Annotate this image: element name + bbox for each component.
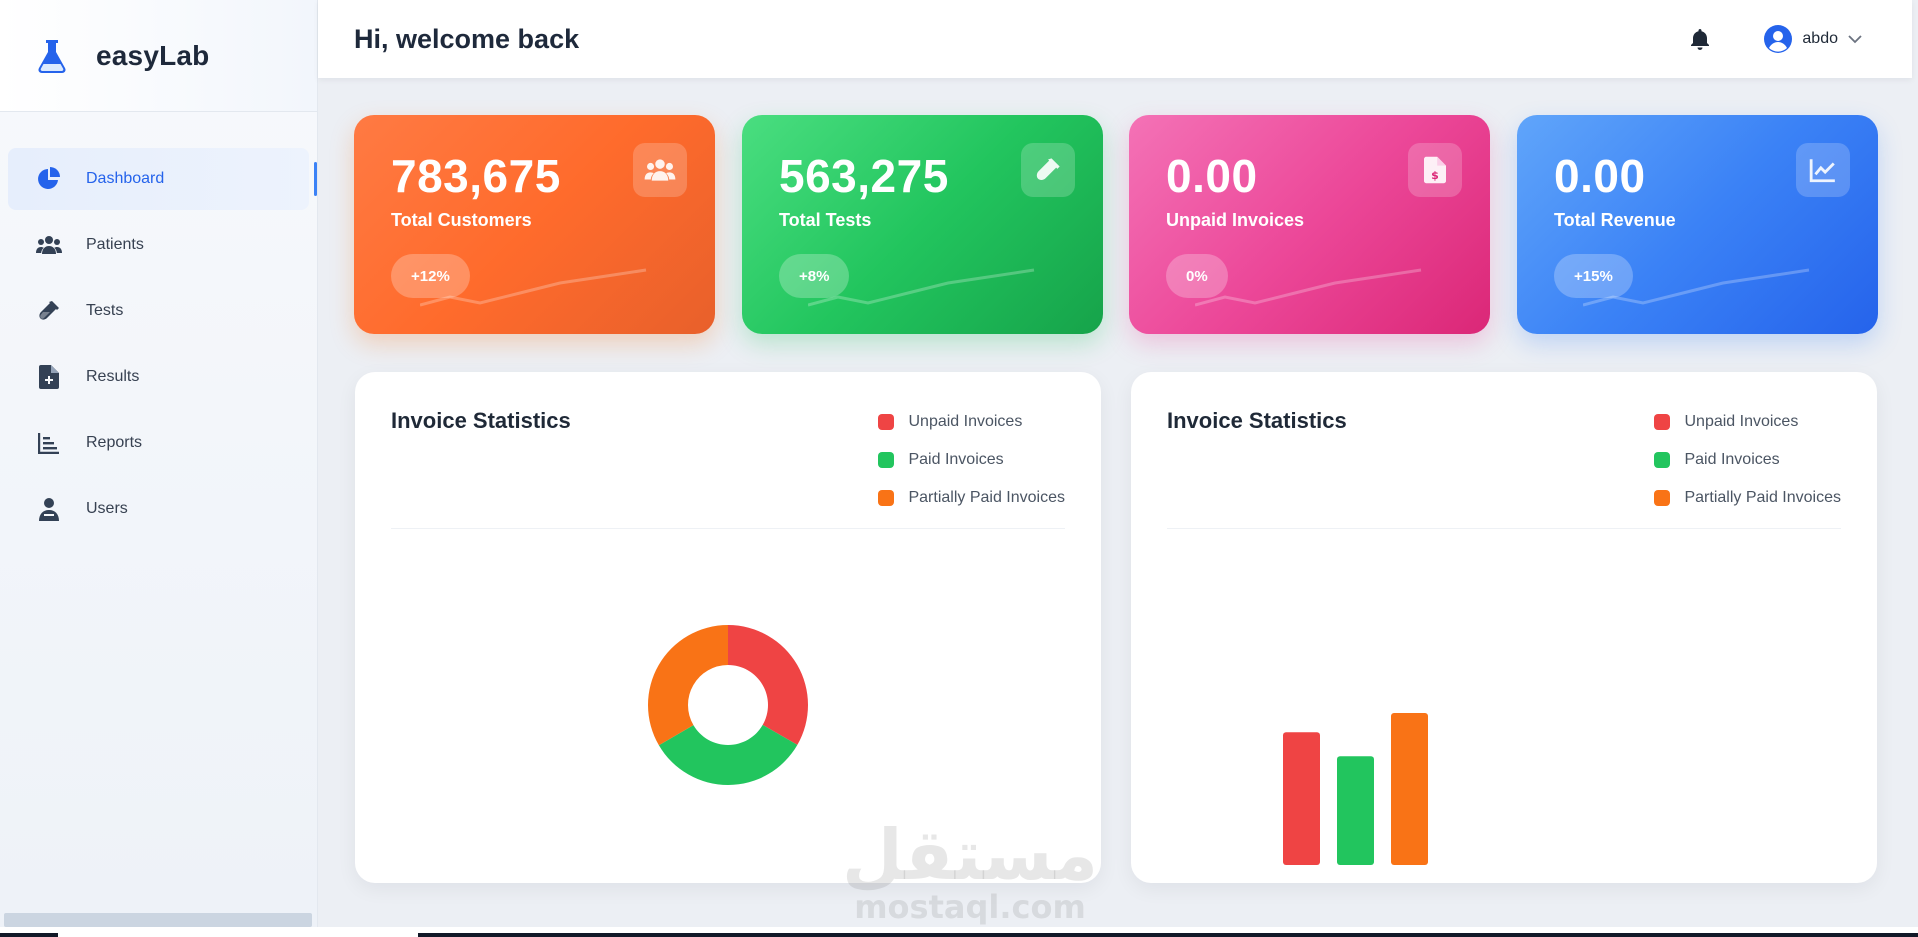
sparkline [420,268,647,307]
stat-card-total-tests[interactable]: 563,275 Total Tests +8% [742,115,1103,334]
brand-name: easyLab [96,39,210,71]
invoice-dollar-icon: $ [1408,143,1462,197]
sparkline [1583,268,1810,307]
legend-label: Paid Invoices [908,451,1004,468]
page-title: Hi, welcome back [354,23,580,54]
stat-change-badge: 0% [1166,254,1228,298]
sidebar-item-patients[interactable]: Patients [8,214,309,276]
divider [1167,528,1841,529]
trend-chart-icon [1796,143,1850,197]
legend-label: Partially Paid Invoices [1684,489,1841,506]
sidebar-item-label: Dashboard [86,170,165,187]
users-icon [36,232,62,258]
bell-icon[interactable] [1688,27,1712,51]
legend-item-unpaid[interactable]: Unpaid Invoices [878,410,1065,434]
sidebar: easyLab Dashboard Patients Tests Results [0,0,318,927]
watermark-latin: mostaql.com [854,888,1086,926]
stat-value: 783,675 [391,150,561,202]
flask-icon [38,39,66,73]
users-icon [633,143,687,197]
sidebar-scrollbar[interactable] [4,913,312,927]
sidebar-item-dashboard[interactable]: Dashboard [8,148,317,210]
legend-item-paid[interactable]: Paid Invoices [1654,448,1841,472]
watermark-arabic: مستقل [842,814,1099,896]
svg-text:$: $ [1431,169,1439,182]
legend-swatch [1654,452,1671,468]
legend-label: Paid Invoices [1684,451,1780,468]
stat-card-total-customers[interactable]: 783,675 Total Customers +12% [354,115,715,334]
stat-label: Total Tests [779,210,872,230]
stat-label: Unpaid Invoices [1166,210,1305,230]
legend-label: Partially Paid Invoices [908,489,1065,506]
bar-unpaid-invoices[interactable] [1283,732,1320,865]
bottom-taskbar [0,927,1918,937]
legend-swatch [878,490,895,506]
brand[interactable]: easyLab [0,0,317,112]
legend-item-partially-paid[interactable]: Partially Paid Invoices [878,486,1065,510]
sidebar-item-label: Reports [86,434,143,451]
test-tube-icon [36,298,62,324]
legend-item-partially-paid[interactable]: Partially Paid Invoices [1654,486,1841,510]
stat-value: 0.00 [1166,150,1258,202]
user-name: abdo [1802,30,1838,47]
legend-swatch [1654,490,1671,506]
sidebar-item-label: Users [86,500,128,517]
panel-title: Invoice Statistics [1167,408,1347,433]
test-tube-icon [1021,143,1075,197]
user-menu[interactable]: abdo [1764,25,1862,53]
chart-legend: Unpaid Invoices Paid Invoices Partially … [878,410,1065,524]
chart-legend: Unpaid Invoices Paid Invoices Partially … [1654,410,1841,524]
stat-label: Total Customers [391,210,532,230]
watermark: مستقل mostaql.com [842,820,1098,924]
sparkline [1195,268,1422,307]
legend-swatch [878,414,895,430]
donut-slice-partially-paid-invoices[interactable] [648,625,728,746]
stat-change-badge: +8% [779,254,850,298]
legend-item-paid[interactable]: Paid Invoices [878,448,1065,472]
user-avatar-icon [1764,25,1793,53]
bar-partially-paid-invoices[interactable] [1391,713,1428,865]
legend-swatch [1654,414,1671,430]
donut-slice-unpaid-invoices[interactable] [728,625,808,745]
divider [391,528,1065,529]
stat-card-unpaid-invoices[interactable]: 0.00 Unpaid Invoices 0% $ [1129,115,1490,334]
invoice-statistics-donut-panel: Invoice Statistics Unpaid Invoices Paid … [355,372,1101,883]
stat-value: 563,275 [779,150,949,202]
stat-change-badge: +12% [391,254,470,298]
invoice-statistics-bar-panel: Invoice Statistics Unpaid Invoices Paid … [1131,372,1877,883]
legend-swatch [878,452,895,468]
chevron-down-icon [1848,35,1862,44]
stat-change-badge: +15% [1554,254,1633,298]
bar-chart [1283,713,1428,865]
legend-item-unpaid[interactable]: Unpaid Invoices [1654,410,1841,434]
bar-list-icon [36,430,62,456]
user-doctor-icon [36,496,62,522]
panel-title: Invoice Statistics [391,408,571,433]
sidebar-nav: Dashboard Patients Tests Results Reports [0,148,317,540]
stat-label: Total Revenue [1554,210,1676,230]
sidebar-item-tests[interactable]: Tests [8,280,309,342]
legend-label: Unpaid Invoices [1684,413,1799,430]
stat-card-total-revenue[interactable]: 0.00 Total Revenue +15% [1517,115,1878,334]
sidebar-item-label: Patients [86,236,144,253]
file-plus-icon [36,364,62,390]
bar-paid-invoices[interactable] [1337,756,1374,865]
sidebar-item-reports[interactable]: Reports [8,412,309,474]
sidebar-item-label: Results [86,368,140,385]
taskbar-segment [418,933,1918,937]
legend-label: Unpaid Invoices [908,413,1023,430]
top-header: Hi, welcome back abdo [318,0,1912,78]
sidebar-item-users[interactable]: Users [8,478,309,540]
donut-chart [648,625,808,785]
sidebar-item-label: Tests [86,302,124,319]
sidebar-item-results[interactable]: Results [8,346,309,408]
pie-chart-icon [36,166,62,192]
sparkline [808,268,1035,307]
stat-value: 0.00 [1554,150,1646,202]
donut-slice-paid-invoices[interactable] [658,724,798,785]
taskbar-segment [0,933,58,937]
